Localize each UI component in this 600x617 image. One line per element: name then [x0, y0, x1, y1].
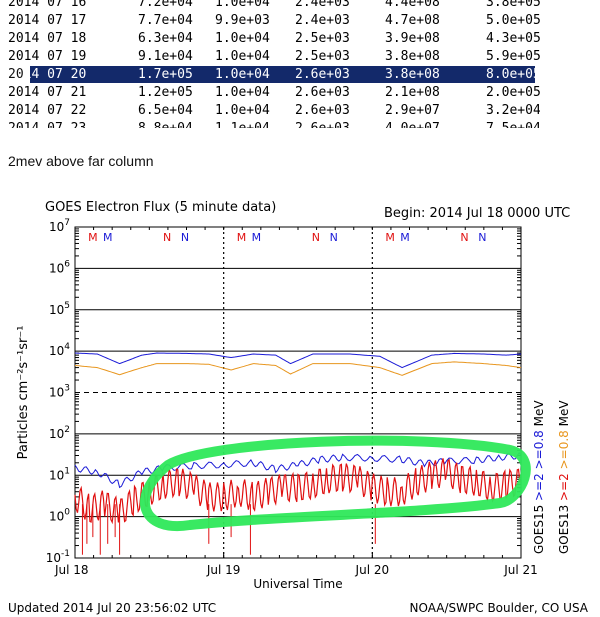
table-cell-value: 2.4e+03: [295, 0, 350, 10]
table-row: 2014 07 18 6.3e+04 1.0e+04 2.5e+03 3.9e+08 4.…: [0, 30, 540, 47]
table-cell-value: 5.9e+05: [486, 49, 540, 64]
table-cell-value: 1.0e+04: [215, 49, 270, 64]
table-cell-value: 2.1e+08: [385, 85, 440, 100]
series-line-1: [74, 352, 522, 369]
table-cell-value: 7.2e+04: [138, 0, 193, 10]
marker-letter: M: [385, 231, 395, 244]
table-cell-value: 8.0e+05: [486, 67, 540, 82]
table-cell-value: 5.0e+05: [486, 13, 540, 28]
table-cell-value: 1.2e+05: [138, 85, 193, 100]
table-cell-date: 2014 07 23: [8, 120, 86, 128]
table-row: 2014 07 16 7.2e+04 1.0e+04 2.4e+03 4.4e+08 3.…: [0, 0, 540, 11]
begin-label: Begin: 2014 Jul 18 0000 UTC: [384, 206, 570, 221]
highlight-ellipse-annotation: [139, 435, 531, 532]
x-tick-label: Jul 19: [206, 563, 241, 577]
table-cell-value: 3.8e+08: [385, 49, 440, 64]
y-tick-label: 104: [49, 342, 70, 358]
y-tick-label: 103: [49, 384, 70, 400]
table-cell-value: 2.5e+03: [295, 49, 350, 64]
table-cell-value: 2.6e+03: [295, 103, 350, 118]
table-cell-value: 3.2e+04: [486, 103, 540, 118]
table-cell-date: 2014 07 22: [8, 103, 87, 118]
table-cell-value: 2.9e+07: [385, 103, 440, 118]
legend-goes13: GOES13 >=2 >=0.8 MeV: [557, 400, 571, 554]
series-line-3: [74, 451, 522, 489]
table-cell-value: 2.0e+05: [486, 85, 540, 100]
table-cell-value: 1.1e+04: [215, 120, 270, 128]
table-cell-value: 4.4e+08: [385, 0, 440, 10]
chart-title: GOES Electron Flux (5 minute data): [45, 200, 276, 215]
table-cell-value: 9.1e+04: [138, 49, 193, 64]
footer-updated: Updated 2014 Jul 20 23:56:02 UTC: [8, 601, 216, 615]
marker-letter: M: [237, 231, 247, 244]
y-tick-label: 100: [49, 508, 70, 524]
table-cell-value: 3.9e+08: [385, 31, 440, 46]
table-cell-date: 2014 07 16: [8, 0, 87, 10]
table-cell-value: 1.0e+04: [215, 31, 270, 46]
table-cell-value: 1.0e+04: [215, 85, 270, 100]
marker-letter: M: [88, 231, 98, 244]
electron-flux-chart: GOES Electron Flux (5 minute data) Begin:…: [8, 200, 589, 615]
highlight-band: [30, 66, 535, 83]
table-cell-value: 1.0e+04: [215, 0, 270, 10]
table-cell-value: 3.8e+08: [385, 67, 440, 82]
marker-letter: M: [103, 231, 113, 244]
table-cell-date: 2014 07 17: [8, 13, 87, 28]
legend-goes15: GOES15 >=2 >=0.8 MeV: [532, 400, 546, 554]
table-row: 2014 07 21 1.2e+05 1.0e+04 2.6e+03 2.1e+08 2.…: [0, 84, 540, 101]
table-cell-date: 2014 07 21: [8, 85, 87, 100]
marker-letter: N: [181, 231, 189, 244]
table-row: 2014 07 20 1.7e+05 1.0e+04 2.6e+03 3.8e+08 8.…: [0, 66, 540, 83]
x-tick-label: Jul 18: [54, 563, 89, 577]
table-cell-value: 9.9e+03: [215, 13, 270, 28]
table-cell-date: 2014 07 20: [8, 67, 87, 82]
table-cell-value: 6.5e+04: [138, 103, 193, 118]
table-cell-value: 6.3e+04: [138, 31, 193, 46]
x-tick-label: Jul 21: [503, 563, 538, 577]
table-cell-value: 2.6e+03: [295, 85, 350, 100]
table-row: 2014 07 19 9.1e+04 1.0e+04 2.5e+03 3.8e+08 5.…: [0, 48, 540, 65]
marker-letter: N: [312, 231, 320, 244]
marker-letter: N: [478, 231, 486, 244]
table-cell-value: 2.6e+03: [295, 67, 350, 82]
table-cell-value: 4.3e+05: [486, 31, 540, 46]
table-cell-value: 4.7e+08: [385, 13, 440, 28]
table-cell-value: 2.5e+03: [295, 31, 350, 46]
table-row: 2014 07 17 7.7e+04 9.9e+03 2.4e+03 4.7e+08 5.…: [0, 12, 540, 29]
table-row: 2014 07 23 8.8e+04 1.1e+04 2.6e+03 4.0e+07 7.…: [0, 120, 540, 128]
table-cell-value: 1.0e+04: [215, 103, 270, 118]
table-cell-value: 2.4e+03: [295, 13, 350, 28]
marker-letter: M: [400, 231, 410, 244]
y-tick-label: 101: [49, 466, 70, 482]
caption-text: 2mev above far column: [8, 153, 154, 169]
x-axis-label: Universal Time: [253, 577, 342, 591]
x-tick-label: Jul 20: [355, 563, 390, 577]
table-row: 2014 07 22 6.5e+04 1.0e+04 2.6e+03 2.9e+07 3.…: [0, 102, 540, 119]
y-tick-label: 102: [49, 425, 70, 441]
y-tick-label: 10-1: [46, 549, 70, 565]
table-cell-value: 1.0e+04: [215, 67, 270, 82]
footer-credit: NOAA/SWPC Boulder, CO USA: [410, 601, 589, 615]
table-cell-value: 7.7e+04: [138, 13, 193, 28]
table-cell-value: 3.8e+05: [486, 0, 540, 10]
marker-letter: N: [163, 231, 171, 244]
y-tick-label: 105: [49, 301, 70, 317]
y-tick-label: 106: [49, 259, 70, 275]
marker-letter: M: [252, 231, 262, 244]
table-cell-value: 8.8e+04: [138, 120, 193, 128]
table-cell-value: 2.6e+03: [295, 120, 350, 128]
table-cell-value: 7.5e+04: [486, 120, 540, 128]
series-line-2: [74, 361, 522, 376]
marker-letter: N: [330, 231, 338, 244]
table-cell-date: 2014 07 19: [8, 49, 87, 64]
table-cell-value: 1.7e+05: [138, 67, 193, 82]
marker-letter: N: [460, 231, 468, 244]
data-table: 2014 07 16 7.2e+04 1.0e+04 2.4e+03 4.4e+08 3.…: [0, 0, 540, 128]
y-tick-label: 107: [49, 218, 70, 234]
y-axis-label: Particles cm⁻²s⁻¹sr⁻¹: [16, 326, 31, 460]
table-cell-value: 4.0e+07: [385, 120, 440, 128]
table-cell-date: 2014 07 18: [8, 31, 87, 46]
